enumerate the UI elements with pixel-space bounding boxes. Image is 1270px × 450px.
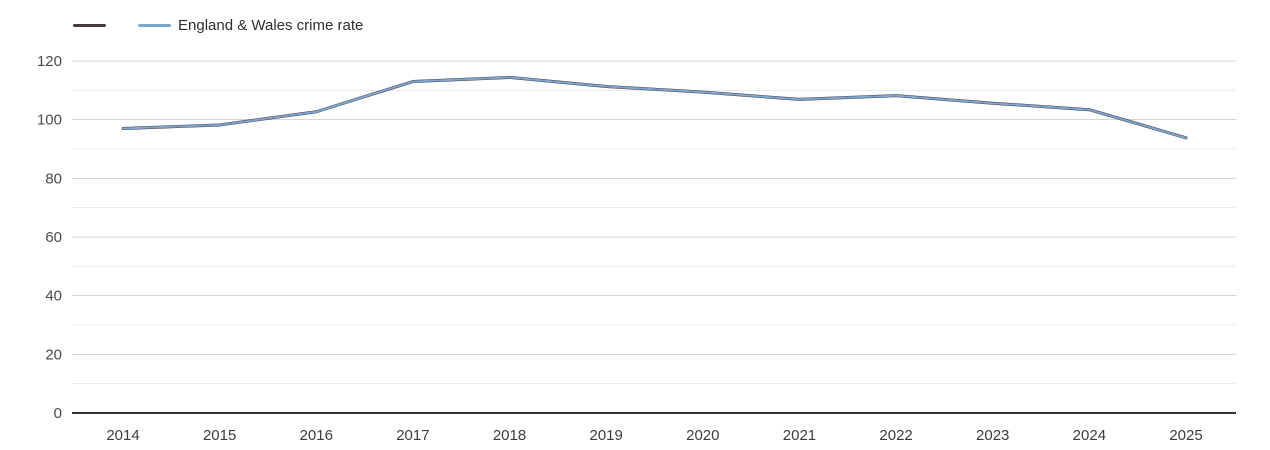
y-axis-tick-label: 20: [45, 346, 62, 363]
y-axis-tick-label: 40: [45, 288, 62, 305]
x-axis-tick-label: 2022: [879, 427, 912, 444]
x-axis-tick-label: 2017: [396, 427, 429, 444]
x-axis-tick-label: 2015: [203, 427, 236, 444]
series-line-england-wales-crime-rate[interactable]: [122, 76, 1187, 139]
x-axis-tick-label: 2019: [589, 427, 622, 444]
y-axis-tick-label: 100: [37, 112, 62, 129]
y-axis-tick-label: 80: [45, 170, 62, 187]
series-line-area-crime-rate[interactable]: [121, 75, 1188, 140]
y-axis-tick-label: 120: [37, 53, 62, 70]
legend-label-england-wales-crime-rate: England & Wales crime rate: [178, 17, 364, 34]
legend-item-england-wales-crime-rate[interactable]: England & Wales crime rate: [138, 17, 363, 34]
x-axis-tick-label: 2024: [1073, 427, 1106, 444]
x-axis-tick-label: 2018: [493, 427, 526, 444]
chart-legend: England & Wales crime rate: [73, 17, 363, 34]
y-axis-tick-label: 60: [45, 229, 62, 246]
x-axis-tick-label: 2021: [783, 427, 816, 444]
x-axis-tick-label: 2020: [686, 427, 719, 444]
x-axis-tick-label: 2025: [1169, 427, 1202, 444]
x-axis-tick-label: 2023: [976, 427, 1009, 444]
legend-swatch-england-wales-crime-rate: [138, 24, 171, 27]
legend-item-area-crime-rate[interactable]: [73, 24, 106, 27]
x-axis-tick-label: 2014: [106, 427, 139, 444]
legend-swatch-area-crime-rate: [73, 24, 106, 27]
y-axis-tick-label: 0: [54, 405, 62, 422]
x-axis-tick-label: 2016: [300, 427, 333, 444]
